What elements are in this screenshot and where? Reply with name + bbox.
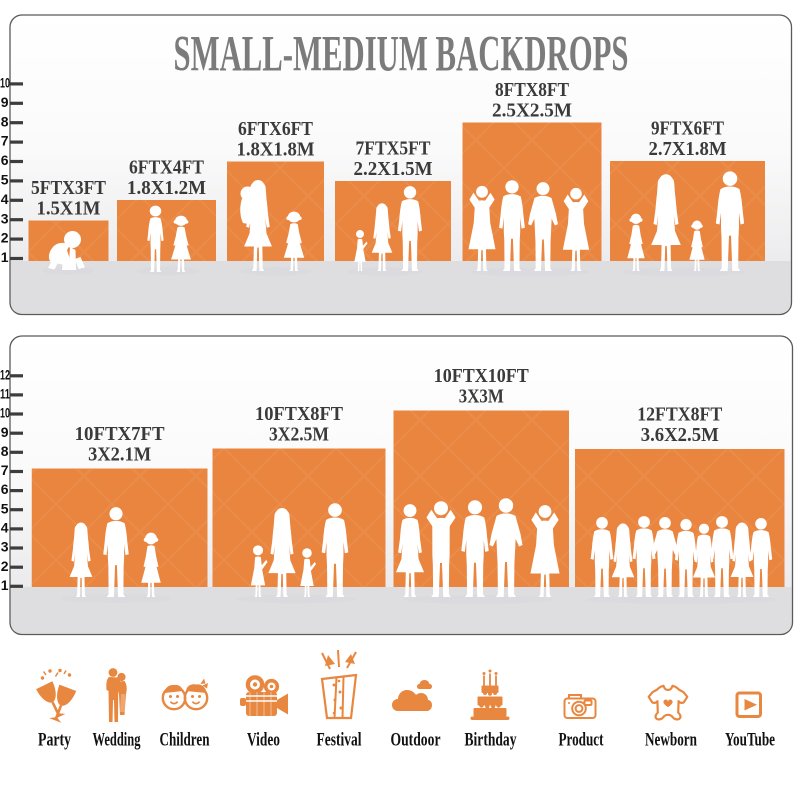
- svg-text:3: 3: [1, 210, 9, 226]
- svg-text:10: 10: [0, 75, 10, 91]
- svg-text:2.2X1.5M: 2.2X1.5M: [354, 158, 433, 180]
- svg-text:2: 2: [1, 230, 9, 246]
- svg-text:7: 7: [1, 133, 9, 149]
- svg-text:8: 8: [1, 443, 9, 459]
- svg-text:11: 11: [0, 386, 10, 402]
- svg-text:3: 3: [1, 539, 9, 555]
- svg-text:6: 6: [1, 481, 9, 497]
- svg-text:9FTX6FT: 9FTX6FT: [651, 118, 725, 140]
- svg-text:1.8X1.8M: 1.8X1.8M: [237, 139, 315, 161]
- svg-text:5FTX3FT: 5FTX3FT: [31, 177, 107, 199]
- svg-text:1: 1: [1, 577, 9, 593]
- svg-text:Video: Video: [247, 730, 280, 751]
- svg-text:10FTX10FT: 10FTX10FT: [434, 365, 530, 387]
- svg-text:Festival: Festival: [317, 730, 362, 751]
- svg-text:6FTX6FT: 6FTX6FT: [238, 118, 314, 140]
- svg-text:YouTube: YouTube: [725, 730, 775, 751]
- svg-text:1: 1: [1, 249, 9, 265]
- svg-text:7: 7: [1, 462, 9, 478]
- svg-text:Wedding: Wedding: [93, 730, 141, 751]
- svg-text:9: 9: [1, 424, 9, 440]
- svg-text:2: 2: [1, 558, 9, 574]
- svg-text:3X2.1M: 3X2.1M: [88, 444, 151, 466]
- svg-text:7FTX5FT: 7FTX5FT: [356, 138, 432, 160]
- svg-text:10FTX7FT: 10FTX7FT: [75, 423, 166, 445]
- svg-text:Birthday: Birthday: [465, 730, 517, 751]
- svg-text:6FTX4FT: 6FTX4FT: [129, 157, 205, 179]
- svg-text:12FTX8FT: 12FTX8FT: [637, 404, 723, 426]
- svg-text:Children: Children: [160, 730, 210, 751]
- svg-text:1.5X1M: 1.5X1M: [37, 198, 101, 220]
- svg-text:6: 6: [1, 152, 9, 168]
- svg-text:8: 8: [1, 113, 9, 129]
- svg-text:8FTX8FT: 8FTX8FT: [495, 79, 570, 101]
- svg-text:1.8X1.2M: 1.8X1.2M: [127, 177, 206, 199]
- svg-text:10FTX8FT: 10FTX8FT: [255, 403, 344, 425]
- svg-text:5: 5: [1, 172, 9, 188]
- svg-text:4: 4: [1, 191, 9, 207]
- svg-text:SMALL-MEDIUM BACKDROPS: SMALL-MEDIUM BACKDROPS: [174, 27, 629, 83]
- svg-text:3.6X2.5M: 3.6X2.5M: [641, 424, 719, 446]
- svg-text:Newborn: Newborn: [645, 730, 697, 751]
- svg-text:Outdoor: Outdoor: [391, 730, 441, 751]
- svg-text:Party: Party: [38, 730, 71, 751]
- svg-text:2.5X2.5M: 2.5X2.5M: [492, 100, 572, 122]
- svg-text:9: 9: [1, 94, 9, 110]
- svg-text:4: 4: [1, 519, 9, 535]
- svg-text:2.7X1.8M: 2.7X1.8M: [649, 138, 727, 160]
- svg-text:10: 10: [0, 405, 10, 421]
- svg-text:5: 5: [1, 500, 9, 516]
- svg-text:3X3M: 3X3M: [459, 386, 504, 408]
- svg-text:Product: Product: [559, 730, 604, 751]
- svg-text:12: 12: [0, 366, 10, 382]
- svg-text:3X2.5M: 3X2.5M: [269, 424, 329, 446]
